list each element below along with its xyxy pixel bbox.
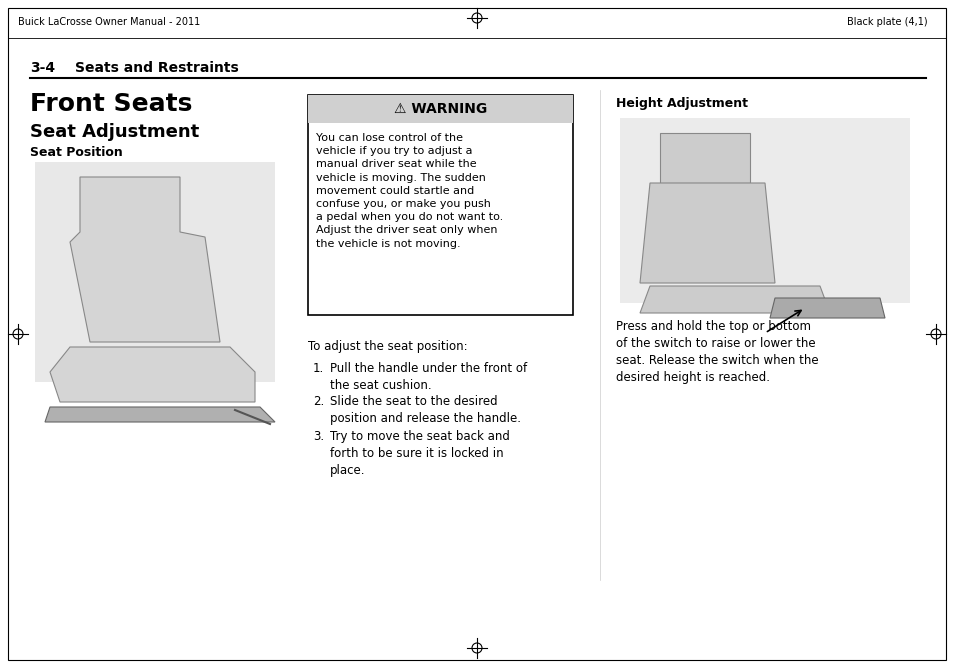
Polygon shape [659, 133, 749, 183]
Text: 2.: 2. [313, 395, 324, 408]
Text: 1.: 1. [313, 362, 324, 375]
Text: Seat Position: Seat Position [30, 146, 123, 158]
Text: Try to move the seat back and
forth to be sure it is locked in
place.: Try to move the seat back and forth to b… [330, 430, 509, 477]
Polygon shape [50, 347, 254, 402]
Text: Front Seats: Front Seats [30, 92, 193, 116]
Bar [308, 95, 573, 123]
Text: To adjust the seat position:: To adjust the seat position: [308, 340, 467, 353]
Polygon shape [70, 177, 220, 342]
Text: Black plate (4,1): Black plate (4,1) [846, 17, 927, 27]
Text: Seat Adjustment: Seat Adjustment [30, 123, 199, 141]
Text: Pull the handle under the front of
the seat cushion.: Pull the handle under the front of the s… [330, 362, 527, 392]
Text: 3-4: 3-4 [30, 61, 55, 75]
Bar [619, 118, 909, 303]
Text: Buick LaCrosse Owner Manual - 2011: Buick LaCrosse Owner Manual - 2011 [18, 17, 200, 27]
Text: Seats and Restraints: Seats and Restraints [75, 61, 238, 75]
Polygon shape [639, 183, 774, 283]
Text: Press and hold the top or bottom
of the switch to raise or lower the
seat. Relea: Press and hold the top or bottom of the … [616, 320, 818, 384]
Bar [308, 95, 573, 315]
Text: Height Adjustment: Height Adjustment [616, 98, 747, 110]
Text: You can lose control of the
vehicle if you try to adjust a
manual driver seat wh: You can lose control of the vehicle if y… [315, 133, 503, 248]
Bar [35, 162, 274, 382]
Text: Slide the seat to the desired
position and release the handle.: Slide the seat to the desired position a… [330, 395, 520, 425]
Polygon shape [45, 407, 274, 422]
Text: ⚠ WARNING: ⚠ WARNING [394, 102, 487, 116]
Polygon shape [639, 286, 829, 313]
Text: 3.: 3. [313, 430, 324, 443]
Polygon shape [769, 298, 884, 318]
